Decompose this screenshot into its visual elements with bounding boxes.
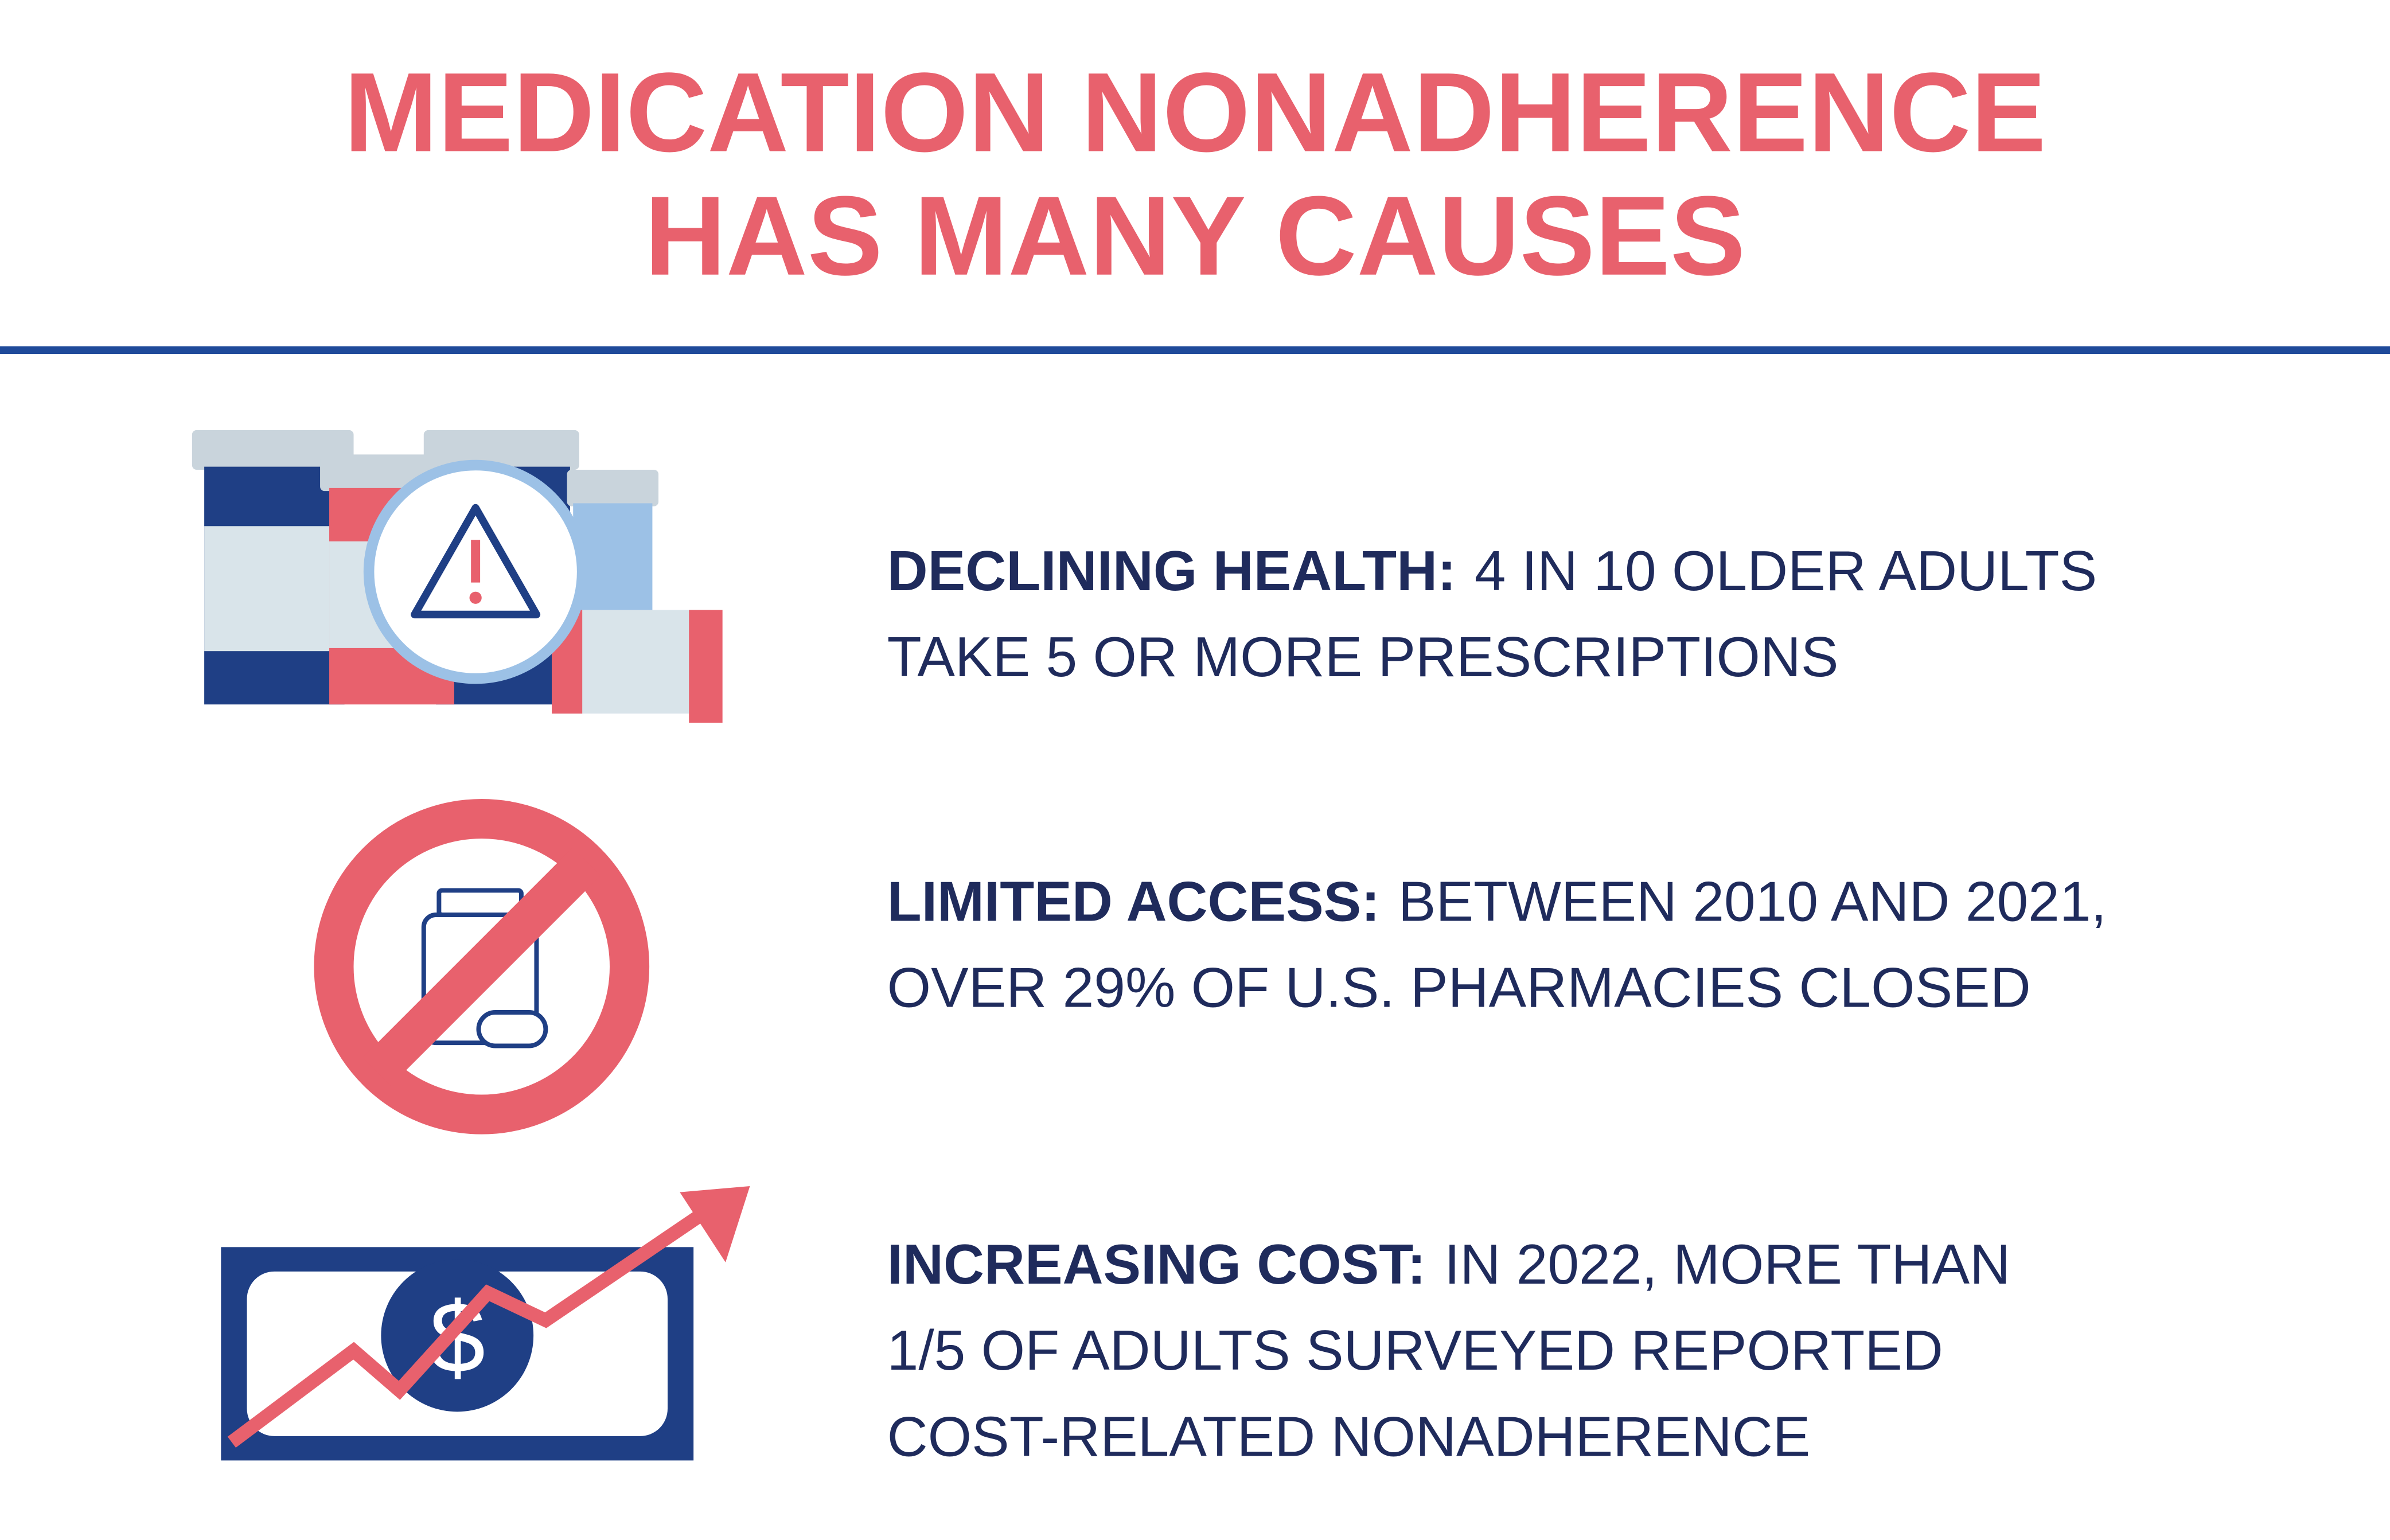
item-line: LIMITED ACCESS: BETWEEN 2010 AND 2021,: [887, 870, 2107, 933]
item-line: INCREASING COST: IN 2022, MORE THAN: [887, 1233, 2010, 1296]
item-text: TAKE 5 OR MORE PRESCRIPTIONS: [887, 625, 1839, 688]
item-line: TAKE 5 OR MORE PRESCRIPTIONS: [887, 625, 1839, 688]
item-text: COST-RELATED NONADHERENCE: [887, 1405, 1811, 1468]
item-text: 4 IN 10 OLDER ADULTS: [1475, 539, 2097, 602]
item-label: DECLINING HEALTH:: [887, 539, 1456, 602]
item-text: 1/5 OF ADULTS SURVEYED REPORTED: [887, 1319, 1943, 1382]
divider: [0, 346, 2390, 354]
bottles-icon: [192, 430, 723, 723]
item-label: INCREASING COST:: [887, 1233, 1426, 1296]
item-line: COST-RELATED NONADHERENCE: [887, 1405, 1811, 1468]
item-line: OVER 29% OF U.S. PHARMACIES CLOSED: [887, 956, 2031, 1019]
cost-icon: $: [221, 1186, 750, 1461]
no-access-icon: [314, 798, 650, 1134]
title-line: HAS MANY CAUSES: [645, 173, 1745, 299]
item-text: IN 2022, MORE THAN: [1444, 1233, 2010, 1296]
item-line: 1/5 OF ADULTS SURVEYED REPORTED: [887, 1319, 1943, 1382]
item-label: LIMITED ACCESS:: [887, 870, 1380, 933]
items: DECLINING HEALTH: 4 IN 10 OLDER ADULTS TAK…: [887, 539, 2107, 1468]
item-text: BETWEEN 2010 AND 2021,: [1398, 870, 2107, 933]
item-text: OVER 29% OF U.S. PHARMACIES CLOSED: [887, 956, 2031, 1019]
title-line: MEDICATION NONADHERENCE: [344, 49, 2046, 176]
item-line: DECLINING HEALTH: 4 IN 10 OLDER ADULTS: [887, 539, 2097, 602]
